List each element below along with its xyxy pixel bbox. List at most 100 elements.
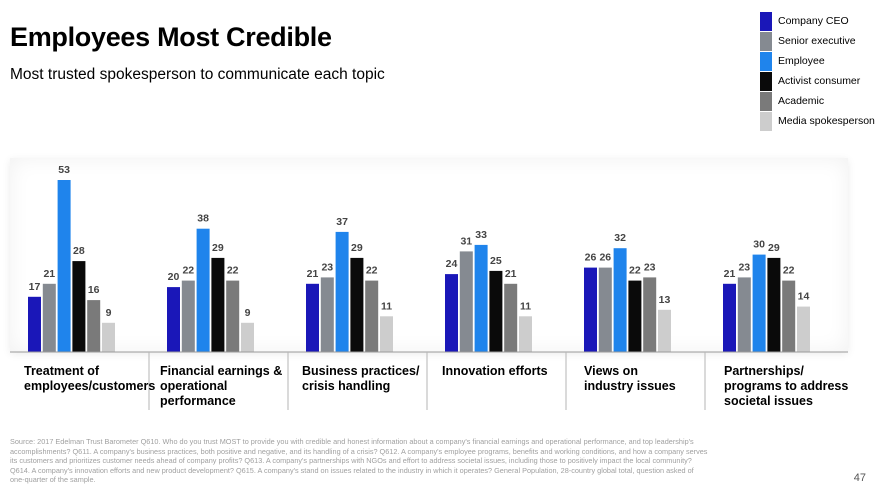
bar-1-employee [57,180,71,352]
bar-6-academic [782,280,796,352]
value-label: 22 [366,265,378,277]
legend-item: Media spokesperson [760,112,880,132]
category-label-line: Partnerships/ [724,364,804,378]
value-label: 25 [490,255,502,267]
legend-swatch [760,92,772,111]
value-label: 30 [753,239,765,251]
value-label: 29 [351,242,363,254]
bar-4-employee [474,244,488,352]
page-number: 47 [853,472,866,484]
value-label: 26 [585,252,597,264]
bar-4-activist-consumer [489,270,503,352]
bar-4-company-ceo [445,274,458,352]
value-label: 21 [43,268,55,280]
value-label: 9 [106,307,112,319]
category-label: Innovation efforts [442,364,548,379]
bar-5-academic [643,277,657,352]
legend-label: Employee [778,55,825,67]
value-label: 22 [629,265,641,277]
legend-label: Company CEO [778,15,849,27]
source-note: Source: 2017 Edelman Trust Barometer Q61… [10,437,708,485]
bar-6-employee [752,254,766,352]
legend-item: Senior executive [760,32,880,52]
bar-3-senior-executive [320,277,334,352]
value-label: 31 [460,235,472,247]
category-label-line: performance [160,394,236,408]
bar-5-senior-executive [598,267,612,352]
bar-5-company-ceo [584,267,597,352]
bar-1-senior-executive [42,283,56,352]
bar-3-academic [365,280,379,352]
value-label: 22 [783,265,795,277]
category-label-line: crisis handling [302,379,391,393]
value-label: 33 [475,229,487,241]
value-label: 13 [659,294,671,306]
category-label-line: operational [160,379,228,393]
bar-2-media-spokesperson [241,322,254,352]
value-label: 22 [182,265,194,277]
category-label: Business practices/crisis handling [302,364,419,394]
legend-label: Senior executive [778,35,856,47]
value-label: 21 [307,268,319,280]
legend-label: Academic [778,95,825,107]
bar-3-activist-consumer [350,257,364,352]
bar-1-academic [87,300,101,352]
page-title: Employees Most Credible [10,22,332,52]
legend-item: Employee [760,52,880,72]
bar-6-media-spokesperson [797,306,810,352]
bar-1-media-spokesperson [102,322,115,352]
value-label: 11 [520,300,531,312]
bar-5-activist-consumer [628,280,642,352]
category-label-line: societal issues [724,394,813,408]
value-label: 28 [73,245,85,257]
value-label: 16 [88,284,100,296]
value-label: 23 [644,261,656,273]
bar-1-company-ceo [28,296,41,352]
bar-3-employee [335,231,349,352]
legend-swatch [760,112,772,131]
bar-6-company-ceo [723,283,736,352]
bar-4-senior-executive [459,251,473,352]
category-label-line: Financial earnings & [160,364,283,378]
value-label: 23 [321,261,333,273]
bar-2-academic [226,280,240,352]
category-label-line: employees/customers [24,379,156,393]
value-label: 17 [29,281,41,293]
value-label: 24 [446,258,458,270]
value-label: 11 [381,300,392,312]
category-label: Partnerships/programs to address societal… [724,364,848,409]
value-label: 32 [614,232,626,244]
legend-item: Academic [760,92,880,112]
legend-swatch [760,32,772,51]
value-label: 37 [336,216,348,228]
value-label: 23 [738,261,750,273]
chart-legend: Company CEO Senior executive Employee Activ… [760,12,880,132]
value-label: 38 [197,213,209,225]
chart-panel [10,158,848,352]
value-label: 53 [58,164,70,176]
legend-label: Activist consumer [778,75,861,87]
bar-3-company-ceo [306,283,319,352]
category-label: Treatment of employees/customers [24,364,155,394]
legend-swatch [760,12,772,31]
value-label: 21 [505,268,517,280]
bar-5-media-spokesperson [658,309,671,352]
category-label: Views on industry issues [584,364,676,394]
bar-6-activist-consumer [767,257,781,352]
page-subtitle: Most trusted spokesperson to communicate… [10,66,385,83]
category-label-line: Business practices/ [302,364,420,378]
value-label: 29 [212,242,224,254]
category-label-line: Innovation efforts [442,364,548,378]
category-label-line: programs to address [724,379,849,393]
bar-1-activist-consumer [72,261,86,352]
value-label: 20 [168,271,180,283]
value-label: 21 [724,268,736,280]
category-label-line: Treatment of [24,364,100,378]
bar-4-media-spokesperson [519,316,532,352]
value-label: 26 [599,252,611,264]
bar-5-employee [613,248,627,352]
bar-2-employee [196,228,210,352]
category-label-line: industry issues [584,379,676,393]
bar-2-activist-consumer [211,257,225,352]
category-label-line: Views on [584,364,638,378]
